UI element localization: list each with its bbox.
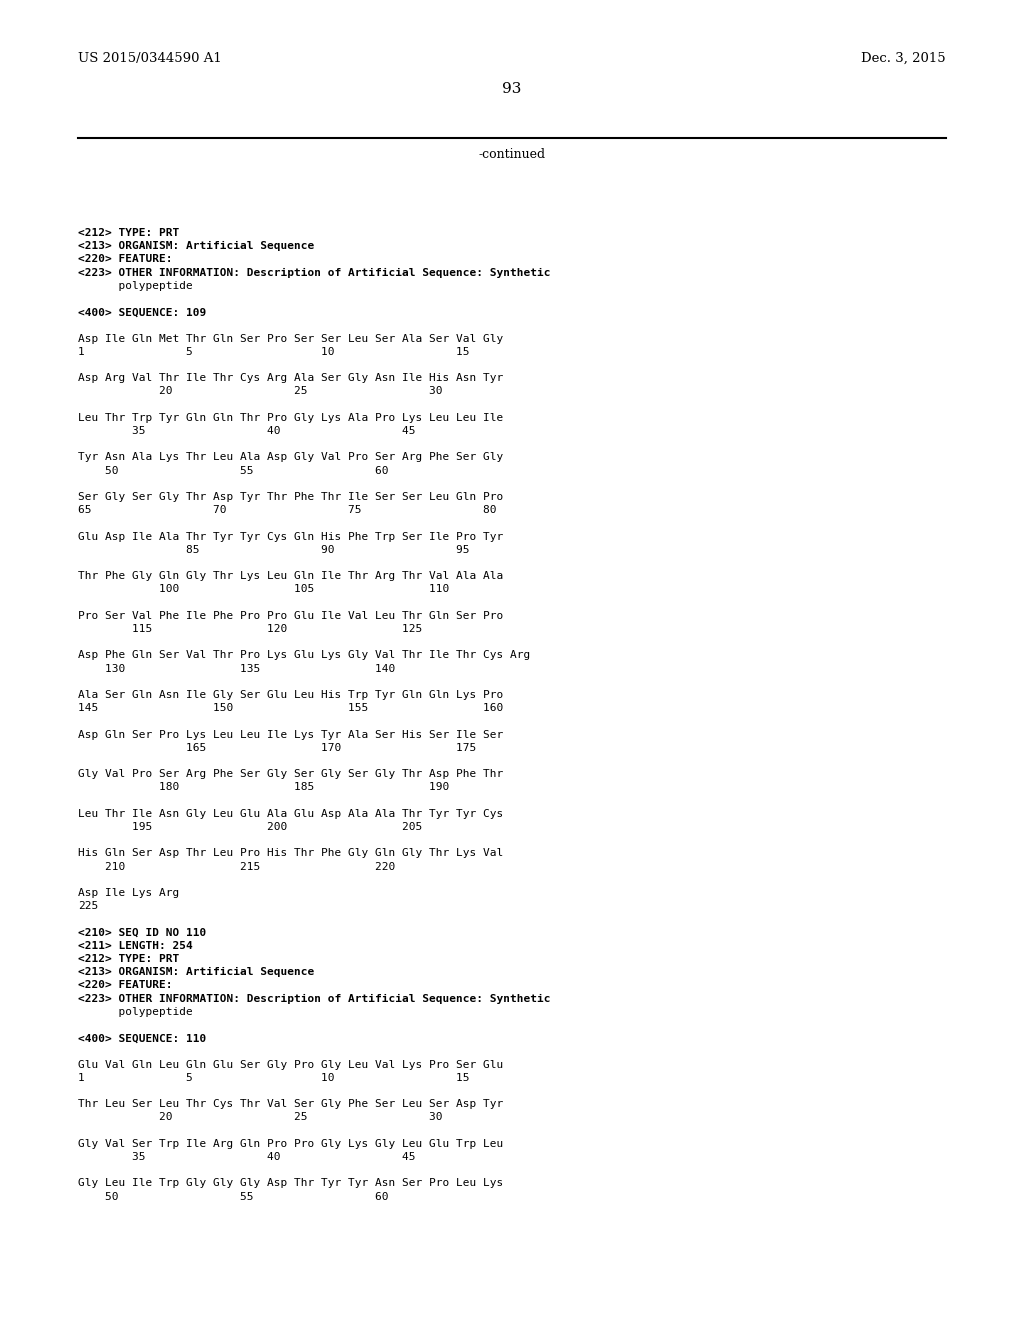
Text: 20                  25                  30: 20 25 30 <box>78 1113 442 1122</box>
Text: Glu Asp Ile Ala Thr Tyr Tyr Cys Gln His Phe Trp Ser Ile Pro Tyr: Glu Asp Ile Ala Thr Tyr Tyr Cys Gln His … <box>78 532 503 541</box>
Text: His Gln Ser Asp Thr Leu Pro His Thr Phe Gly Gln Gly Thr Lys Val: His Gln Ser Asp Thr Leu Pro His Thr Phe … <box>78 849 503 858</box>
Text: <400> SEQUENCE: 110: <400> SEQUENCE: 110 <box>78 1034 206 1043</box>
Text: 180                 185                 190: 180 185 190 <box>78 783 450 792</box>
Text: 85                  90                  95: 85 90 95 <box>78 545 469 554</box>
Text: Gly Leu Ile Trp Gly Gly Gly Asp Thr Tyr Tyr Asn Ser Pro Leu Lys: Gly Leu Ile Trp Gly Gly Gly Asp Thr Tyr … <box>78 1179 503 1188</box>
Text: Thr Phe Gly Gln Gly Thr Lys Leu Gln Ile Thr Arg Thr Val Ala Ala: Thr Phe Gly Gln Gly Thr Lys Leu Gln Ile … <box>78 572 503 581</box>
Text: <223> OTHER INFORMATION: Description of Artificial Sequence: Synthetic: <223> OTHER INFORMATION: Description of … <box>78 994 551 1003</box>
Text: 35                  40                  45: 35 40 45 <box>78 426 416 436</box>
Text: <220> FEATURE:: <220> FEATURE: <box>78 981 172 990</box>
Text: Glu Val Gln Leu Gln Glu Ser Gly Pro Gly Leu Val Lys Pro Ser Glu: Glu Val Gln Leu Gln Glu Ser Gly Pro Gly … <box>78 1060 503 1069</box>
Text: Dec. 3, 2015: Dec. 3, 2015 <box>861 51 946 65</box>
Text: 50                  55                  60: 50 55 60 <box>78 466 388 475</box>
Text: 93: 93 <box>503 82 521 96</box>
Text: Pro Ser Val Phe Ile Phe Pro Pro Glu Ile Val Leu Thr Gln Ser Pro: Pro Ser Val Phe Ile Phe Pro Pro Glu Ile … <box>78 611 503 620</box>
Text: <213> ORGANISM: Artificial Sequence: <213> ORGANISM: Artificial Sequence <box>78 242 314 251</box>
Text: polypeptide: polypeptide <box>78 281 193 290</box>
Text: 130                 135                 140: 130 135 140 <box>78 664 395 673</box>
Text: Thr Leu Ser Leu Thr Cys Thr Val Ser Gly Phe Ser Leu Ser Asp Tyr: Thr Leu Ser Leu Thr Cys Thr Val Ser Gly … <box>78 1100 503 1109</box>
Text: <400> SEQUENCE: 109: <400> SEQUENCE: 109 <box>78 308 206 317</box>
Text: 50                  55                  60: 50 55 60 <box>78 1192 388 1201</box>
Text: Ser Gly Ser Gly Thr Asp Tyr Thr Phe Thr Ile Ser Ser Leu Gln Pro: Ser Gly Ser Gly Thr Asp Tyr Thr Phe Thr … <box>78 492 503 502</box>
Text: <223> OTHER INFORMATION: Description of Artificial Sequence: Synthetic: <223> OTHER INFORMATION: Description of … <box>78 268 551 277</box>
Text: Gly Val Pro Ser Arg Phe Ser Gly Ser Gly Ser Gly Thr Asp Phe Thr: Gly Val Pro Ser Arg Phe Ser Gly Ser Gly … <box>78 770 503 779</box>
Text: 35                  40                  45: 35 40 45 <box>78 1152 416 1162</box>
Text: Asp Ile Gln Met Thr Gln Ser Pro Ser Ser Leu Ser Ala Ser Val Gly: Asp Ile Gln Met Thr Gln Ser Pro Ser Ser … <box>78 334 503 343</box>
Text: US 2015/0344590 A1: US 2015/0344590 A1 <box>78 51 222 65</box>
Text: 1               5                   10                  15: 1 5 10 15 <box>78 1073 469 1082</box>
Text: Leu Thr Trp Tyr Gln Gln Thr Pro Gly Lys Ala Pro Lys Leu Leu Ile: Leu Thr Trp Tyr Gln Gln Thr Pro Gly Lys … <box>78 413 503 422</box>
Text: 65                  70                  75                  80: 65 70 75 80 <box>78 506 497 515</box>
Text: Asp Ile Lys Arg: Asp Ile Lys Arg <box>78 888 179 898</box>
Text: 195                 200                 205: 195 200 205 <box>78 822 422 832</box>
Text: 225: 225 <box>78 902 98 911</box>
Text: Ala Ser Gln Asn Ile Gly Ser Glu Leu His Trp Tyr Gln Gln Lys Pro: Ala Ser Gln Asn Ile Gly Ser Glu Leu His … <box>78 690 503 700</box>
Text: <212> TYPE: PRT: <212> TYPE: PRT <box>78 954 179 964</box>
Text: 145                 150                 155                 160: 145 150 155 160 <box>78 704 503 713</box>
Text: <210> SEQ ID NO 110: <210> SEQ ID NO 110 <box>78 928 206 937</box>
Text: -continued: -continued <box>478 148 546 161</box>
Text: 100                 105                 110: 100 105 110 <box>78 585 450 594</box>
Text: <213> ORGANISM: Artificial Sequence: <213> ORGANISM: Artificial Sequence <box>78 968 314 977</box>
Text: Asp Gln Ser Pro Lys Leu Leu Ile Lys Tyr Ala Ser His Ser Ile Ser: Asp Gln Ser Pro Lys Leu Leu Ile Lys Tyr … <box>78 730 503 739</box>
Text: <211> LENGTH: 254: <211> LENGTH: 254 <box>78 941 193 950</box>
Text: Asp Arg Val Thr Ile Thr Cys Arg Ala Ser Gly Asn Ile His Asn Tyr: Asp Arg Val Thr Ile Thr Cys Arg Ala Ser … <box>78 374 503 383</box>
Text: Gly Val Ser Trp Ile Arg Gln Pro Pro Gly Lys Gly Leu Glu Trp Leu: Gly Val Ser Trp Ile Arg Gln Pro Pro Gly … <box>78 1139 503 1148</box>
Text: 210                 215                 220: 210 215 220 <box>78 862 395 871</box>
Text: Tyr Asn Ala Lys Thr Leu Ala Asp Gly Val Pro Ser Arg Phe Ser Gly: Tyr Asn Ala Lys Thr Leu Ala Asp Gly Val … <box>78 453 503 462</box>
Text: 1               5                   10                  15: 1 5 10 15 <box>78 347 469 356</box>
Text: <220> FEATURE:: <220> FEATURE: <box>78 255 172 264</box>
Text: Leu Thr Ile Asn Gly Leu Glu Ala Glu Asp Ala Ala Thr Tyr Tyr Cys: Leu Thr Ile Asn Gly Leu Glu Ala Glu Asp … <box>78 809 503 818</box>
Text: 115                 120                 125: 115 120 125 <box>78 624 422 634</box>
Text: <212> TYPE: PRT: <212> TYPE: PRT <box>78 228 179 238</box>
Text: Asp Phe Gln Ser Val Thr Pro Lys Glu Lys Gly Val Thr Ile Thr Cys Arg: Asp Phe Gln Ser Val Thr Pro Lys Glu Lys … <box>78 651 530 660</box>
Text: 20                  25                  30: 20 25 30 <box>78 387 442 396</box>
Text: polypeptide: polypeptide <box>78 1007 193 1016</box>
Text: 165                 170                 175: 165 170 175 <box>78 743 476 752</box>
